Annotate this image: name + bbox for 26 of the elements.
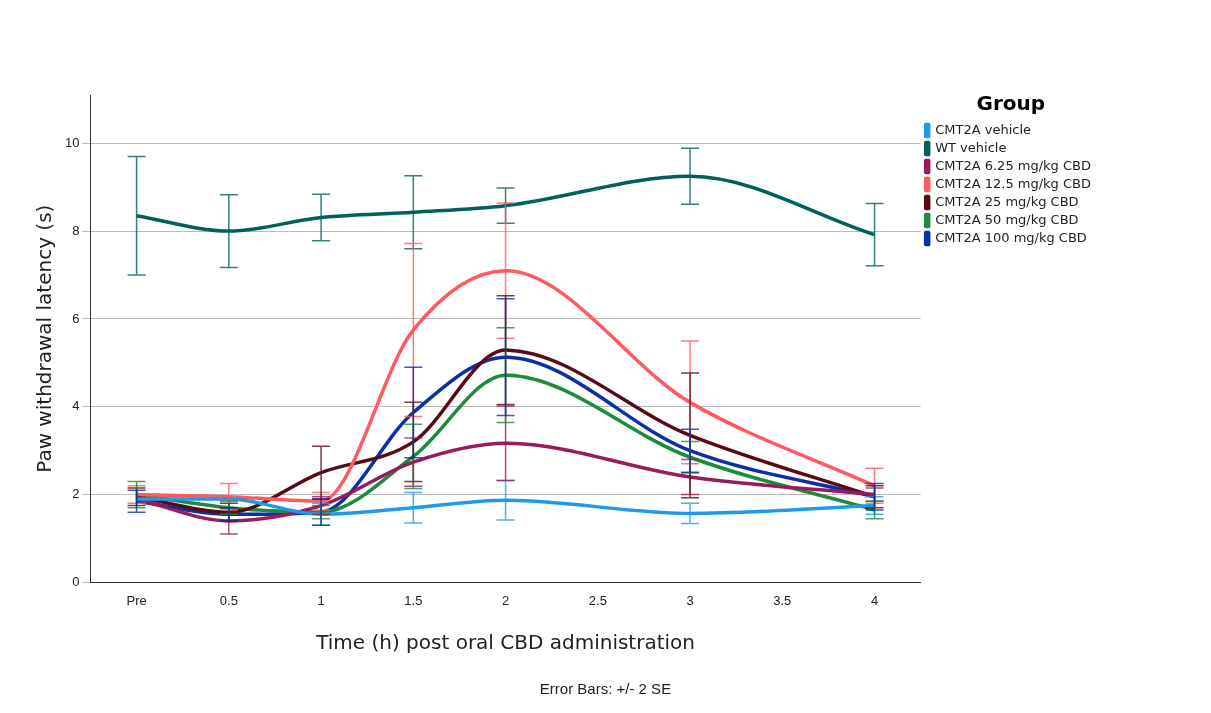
x-tick-label: 3.5 xyxy=(773,592,792,608)
x-tick-label: 0.5 xyxy=(219,592,238,608)
legend-label: CMT2A vehicle xyxy=(935,121,1032,137)
x-tick-label: 2 xyxy=(501,592,510,608)
y-axis-title: Paw withdrawal latency (s) xyxy=(32,204,57,473)
y-tick-label: 4 xyxy=(72,398,80,414)
legend-label: CMT2A 6.25 mg/kg CBD xyxy=(935,157,1092,173)
y-tick-label: 0 xyxy=(72,573,80,589)
x-tick-label: 2.5 xyxy=(588,592,607,608)
legend-label: CMT2A 100 mg/kg CBD xyxy=(935,229,1087,245)
text: Error Bars: +/- 2 SE xyxy=(538,680,673,697)
y-tick-label: 10 xyxy=(64,134,80,150)
y-tick-label: 2 xyxy=(72,486,80,502)
legend-label: CMT2A 25 mg/kg CBD xyxy=(935,193,1079,209)
x-tick-label: 4 xyxy=(870,592,879,608)
x-tick-label: 3 xyxy=(686,592,694,608)
x-tick-label: 1.5 xyxy=(404,592,423,608)
x-tick-label: Pre xyxy=(126,592,147,608)
x-tick-label: 1 xyxy=(317,592,325,608)
legend-label: CMT2A 50 mg/kg CBD xyxy=(935,211,1079,227)
legend-label: WT vehicle xyxy=(935,139,1007,155)
x-axis-title: Time (h) post oral CBD administration xyxy=(315,630,695,655)
y-tick-label: 6 xyxy=(72,310,80,326)
legend-label: CMT2A 12.5 mg/kg CBD xyxy=(935,175,1092,191)
legend-title: Group xyxy=(976,91,1046,116)
y-tick-label: 8 xyxy=(72,222,80,238)
